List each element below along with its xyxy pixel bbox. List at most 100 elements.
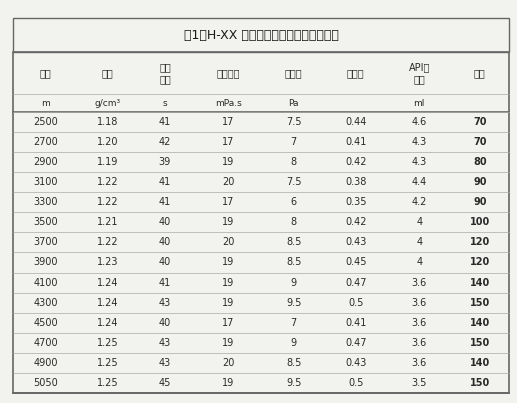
Text: 8.5: 8.5 (286, 358, 301, 368)
Text: 19: 19 (222, 217, 235, 227)
Text: 120: 120 (469, 237, 490, 247)
Text: 41: 41 (159, 197, 171, 207)
Text: 密度: 密度 (102, 68, 113, 78)
Text: 17: 17 (222, 197, 235, 207)
Text: 70: 70 (473, 117, 486, 127)
Text: 4.3: 4.3 (412, 137, 427, 147)
Text: 20: 20 (222, 237, 235, 247)
Text: 1.25: 1.25 (97, 338, 118, 348)
Text: 0.41: 0.41 (345, 137, 367, 147)
Text: 表1：H-XX 井应用井段钻井液性能记录表: 表1：H-XX 井应用井段钻井液性能记录表 (184, 29, 339, 42)
Text: 9: 9 (291, 278, 297, 288)
Text: 70: 70 (473, 137, 486, 147)
Text: 2900: 2900 (33, 157, 58, 167)
Text: 40: 40 (159, 237, 171, 247)
Text: 1.18: 1.18 (97, 117, 118, 127)
Text: 45: 45 (159, 378, 171, 388)
Text: 1.23: 1.23 (97, 258, 118, 268)
Text: 5050: 5050 (33, 378, 58, 388)
Text: 1.24: 1.24 (97, 278, 118, 288)
Text: 4: 4 (416, 258, 422, 268)
Text: 40: 40 (159, 217, 171, 227)
Text: 1.19: 1.19 (97, 157, 118, 167)
Text: 3900: 3900 (33, 258, 58, 268)
Text: 4.3: 4.3 (412, 157, 427, 167)
Text: 4900: 4900 (33, 358, 58, 368)
Text: 4.6: 4.6 (412, 117, 427, 127)
Text: 1.24: 1.24 (97, 298, 118, 307)
Text: 3100: 3100 (33, 177, 58, 187)
Text: 1.21: 1.21 (97, 217, 118, 227)
Text: 43: 43 (159, 338, 171, 348)
Text: 4: 4 (416, 217, 422, 227)
Text: 90: 90 (473, 177, 486, 187)
Text: 8.5: 8.5 (286, 258, 301, 268)
Text: 40: 40 (159, 318, 171, 328)
Text: 19: 19 (222, 157, 235, 167)
Text: 7: 7 (291, 137, 297, 147)
Text: 41: 41 (159, 278, 171, 288)
Text: 4100: 4100 (33, 278, 58, 288)
Text: 140: 140 (469, 278, 490, 288)
Text: 6: 6 (291, 197, 297, 207)
Text: 17: 17 (222, 137, 235, 147)
Text: API滤
失量: API滤 失量 (408, 62, 430, 85)
Text: 41: 41 (159, 117, 171, 127)
Text: 90: 90 (473, 197, 486, 207)
Text: 3300: 3300 (33, 197, 58, 207)
Text: 7: 7 (291, 318, 297, 328)
Text: 40: 40 (159, 258, 171, 268)
Text: 9.5: 9.5 (286, 298, 301, 307)
Text: 19: 19 (222, 278, 235, 288)
Text: 9: 9 (291, 338, 297, 348)
Text: 0.42: 0.42 (345, 157, 367, 167)
Text: 2500: 2500 (33, 117, 58, 127)
Text: m: m (41, 99, 50, 108)
Text: 4500: 4500 (33, 318, 58, 328)
Text: mPa.s: mPa.s (215, 99, 242, 108)
Text: 39: 39 (159, 157, 171, 167)
Text: 19: 19 (222, 298, 235, 307)
Text: 17: 17 (222, 318, 235, 328)
Text: 0.45: 0.45 (345, 258, 367, 268)
Text: 1.24: 1.24 (97, 318, 118, 328)
Text: 19: 19 (222, 338, 235, 348)
Text: 3.6: 3.6 (412, 318, 427, 328)
Text: s: s (163, 99, 167, 108)
Text: 0.43: 0.43 (345, 358, 367, 368)
Text: 1.25: 1.25 (97, 378, 118, 388)
Text: Pa: Pa (288, 99, 299, 108)
Text: 0.47: 0.47 (345, 278, 367, 288)
Text: 0.47: 0.47 (345, 338, 367, 348)
Text: 2700: 2700 (33, 137, 58, 147)
Text: 20: 20 (222, 177, 235, 187)
Text: 4700: 4700 (33, 338, 58, 348)
Text: 150: 150 (469, 338, 490, 348)
Text: 140: 140 (469, 358, 490, 368)
Text: 0.5: 0.5 (348, 378, 363, 388)
Text: 4300: 4300 (33, 298, 58, 307)
Text: 80: 80 (473, 157, 486, 167)
Text: 140: 140 (469, 318, 490, 328)
Text: 4.4: 4.4 (412, 177, 427, 187)
Text: 41: 41 (159, 177, 171, 187)
Text: ml: ml (414, 99, 425, 108)
Text: 1.20: 1.20 (97, 137, 118, 147)
Text: 3.6: 3.6 (412, 278, 427, 288)
Text: 4.2: 4.2 (412, 197, 427, 207)
Text: 1.25: 1.25 (97, 358, 118, 368)
Text: 3.6: 3.6 (412, 358, 427, 368)
Text: 7.5: 7.5 (286, 177, 301, 187)
Text: 7.5: 7.5 (286, 117, 301, 127)
Text: 43: 43 (159, 298, 171, 307)
Text: 100: 100 (469, 217, 490, 227)
Text: 3.5: 3.5 (412, 378, 427, 388)
Text: g/cm³: g/cm³ (95, 99, 120, 108)
Text: 19: 19 (222, 378, 235, 388)
Text: 8: 8 (291, 217, 297, 227)
Text: 43: 43 (159, 358, 171, 368)
Text: 0.41: 0.41 (345, 318, 367, 328)
Text: 42: 42 (159, 137, 171, 147)
Text: 8.5: 8.5 (286, 237, 301, 247)
Text: 动切力: 动切力 (285, 68, 302, 78)
